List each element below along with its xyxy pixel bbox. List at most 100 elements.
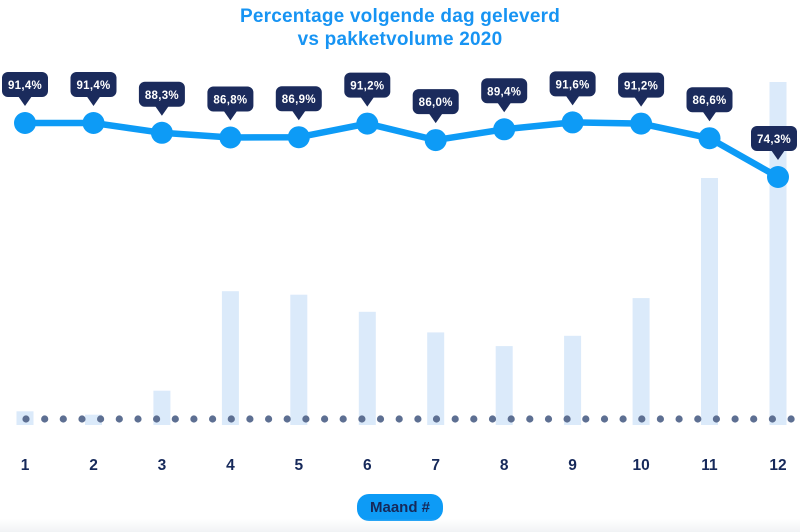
month-label: 10 bbox=[632, 457, 649, 474]
chart-title-line1: Percentage volgende dag geleverd bbox=[239, 6, 560, 27]
baseline-dot bbox=[694, 415, 702, 423]
month-label: 5 bbox=[294, 457, 303, 474]
baseline-dot bbox=[339, 415, 347, 423]
baseline-dot bbox=[619, 415, 627, 423]
value-tooltip: 88,3% bbox=[138, 81, 185, 116]
volume-bar[interactable] bbox=[221, 291, 239, 425]
line-point-marker[interactable] bbox=[219, 126, 242, 149]
baseline-dot bbox=[153, 415, 161, 423]
baseline-dot bbox=[638, 415, 646, 423]
tooltip-label: 91,2% bbox=[624, 81, 658, 93]
value-tooltip: 91,4% bbox=[2, 72, 48, 106]
baseline-dot bbox=[731, 415, 739, 423]
chart-title-line2: vs pakketvolume 2020 bbox=[297, 29, 503, 50]
baseline-dot bbox=[41, 415, 49, 423]
volume-bar[interactable] bbox=[564, 335, 582, 425]
tooltip-label: 88,3% bbox=[145, 90, 179, 102]
line-point-marker[interactable] bbox=[150, 121, 173, 144]
value-tooltip: 91,2% bbox=[344, 72, 391, 107]
volume-bar[interactable] bbox=[701, 178, 718, 425]
baseline-dot bbox=[712, 415, 721, 423]
line-point-marker[interactable] bbox=[14, 112, 36, 134]
baseline-dot bbox=[246, 415, 254, 423]
month-label: 6 bbox=[363, 457, 372, 474]
baseline-dot bbox=[358, 415, 366, 423]
baseline-dot bbox=[526, 415, 534, 423]
month-label: 4 bbox=[226, 457, 235, 474]
baseline-dot bbox=[470, 415, 478, 423]
baseline-dot bbox=[190, 415, 198, 423]
tooltip-label: 91,4% bbox=[76, 80, 110, 92]
month-label: 1 bbox=[21, 457, 30, 474]
volume-bar[interactable] bbox=[495, 346, 513, 425]
line-point-marker[interactable] bbox=[767, 166, 789, 188]
percentage-line bbox=[21, 119, 782, 181]
tooltip-label: 74,3% bbox=[757, 134, 791, 146]
baseline-dot bbox=[507, 415, 515, 423]
line-point-marker[interactable] bbox=[424, 129, 447, 152]
baseline-dot bbox=[544, 415, 553, 423]
month-label: 8 bbox=[500, 457, 509, 474]
baseline-dot bbox=[600, 415, 609, 423]
baseline-dot bbox=[171, 415, 179, 423]
tooltip-label: 86,9% bbox=[282, 94, 316, 106]
volume-bar[interactable] bbox=[632, 298, 650, 425]
baseline-dot bbox=[563, 415, 571, 423]
baseline-dot bbox=[134, 415, 142, 423]
baseline-dot bbox=[582, 415, 590, 423]
tooltip-label: 91,2% bbox=[350, 81, 384, 93]
value-tooltip: 91,2% bbox=[618, 72, 665, 107]
line-point-marker[interactable] bbox=[82, 112, 105, 134]
baseline-dot bbox=[395, 415, 403, 423]
month-label: 3 bbox=[158, 457, 167, 474]
baseline-dot bbox=[414, 415, 422, 423]
line-point-marker[interactable] bbox=[493, 118, 516, 141]
tooltip-label: 86,0% bbox=[419, 97, 453, 109]
baseline-dot bbox=[432, 415, 441, 423]
baseline-dot bbox=[376, 415, 385, 423]
baseline-dot bbox=[22, 415, 30, 423]
baseline-dot bbox=[321, 415, 329, 423]
month-label: 7 bbox=[431, 457, 440, 474]
baseline-dot bbox=[59, 415, 67, 423]
baseline-dot bbox=[675, 415, 683, 423]
baseline-dot bbox=[656, 415, 665, 423]
baseline-dot bbox=[265, 415, 273, 423]
x-axis-label: Maand # bbox=[369, 499, 431, 516]
baseline-dot bbox=[227, 415, 235, 423]
volume-bar[interactable] bbox=[85, 414, 102, 425]
value-tooltip: 86,6% bbox=[686, 87, 733, 122]
month-label: 11 bbox=[701, 457, 718, 474]
value-tooltip: 91,4% bbox=[70, 72, 117, 106]
volume-bar[interactable] bbox=[427, 332, 445, 425]
line-point-marker[interactable] bbox=[287, 126, 310, 149]
volume-bar[interactable] bbox=[290, 294, 308, 425]
month-label: 12 bbox=[769, 457, 786, 474]
month-label: 9 bbox=[568, 457, 577, 474]
value-tooltip: 86,9% bbox=[275, 86, 322, 121]
line-point-marker[interactable] bbox=[698, 127, 721, 150]
chart-title: Percentage volgende dag geleverd vs pakk… bbox=[0, 5, 800, 51]
value-tooltip: 91,6% bbox=[549, 71, 596, 106]
baseline-dot bbox=[78, 415, 86, 423]
baseline-dot bbox=[787, 415, 795, 423]
tooltip-label: 89,4% bbox=[487, 86, 521, 98]
baseline-dot bbox=[283, 415, 291, 423]
bottom-edge-shadow bbox=[0, 519, 800, 532]
baseline-dot bbox=[768, 415, 777, 423]
line-point-marker[interactable] bbox=[356, 112, 379, 135]
line-point-marker[interactable] bbox=[630, 112, 653, 135]
tooltip-label: 86,6% bbox=[692, 95, 726, 107]
month-label: 2 bbox=[89, 457, 98, 474]
line-point-marker[interactable] bbox=[561, 111, 584, 134]
value-tooltip: 86,0% bbox=[412, 89, 459, 124]
tooltip-label: 86,8% bbox=[213, 95, 247, 107]
volume-bar[interactable] bbox=[358, 311, 376, 425]
baseline-dot bbox=[451, 415, 459, 423]
baseline-dot bbox=[302, 415, 310, 423]
value-tooltip: 74,3% bbox=[751, 126, 797, 160]
baseline-dot bbox=[97, 415, 105, 423]
value-tooltip: 89,4% bbox=[481, 78, 528, 113]
